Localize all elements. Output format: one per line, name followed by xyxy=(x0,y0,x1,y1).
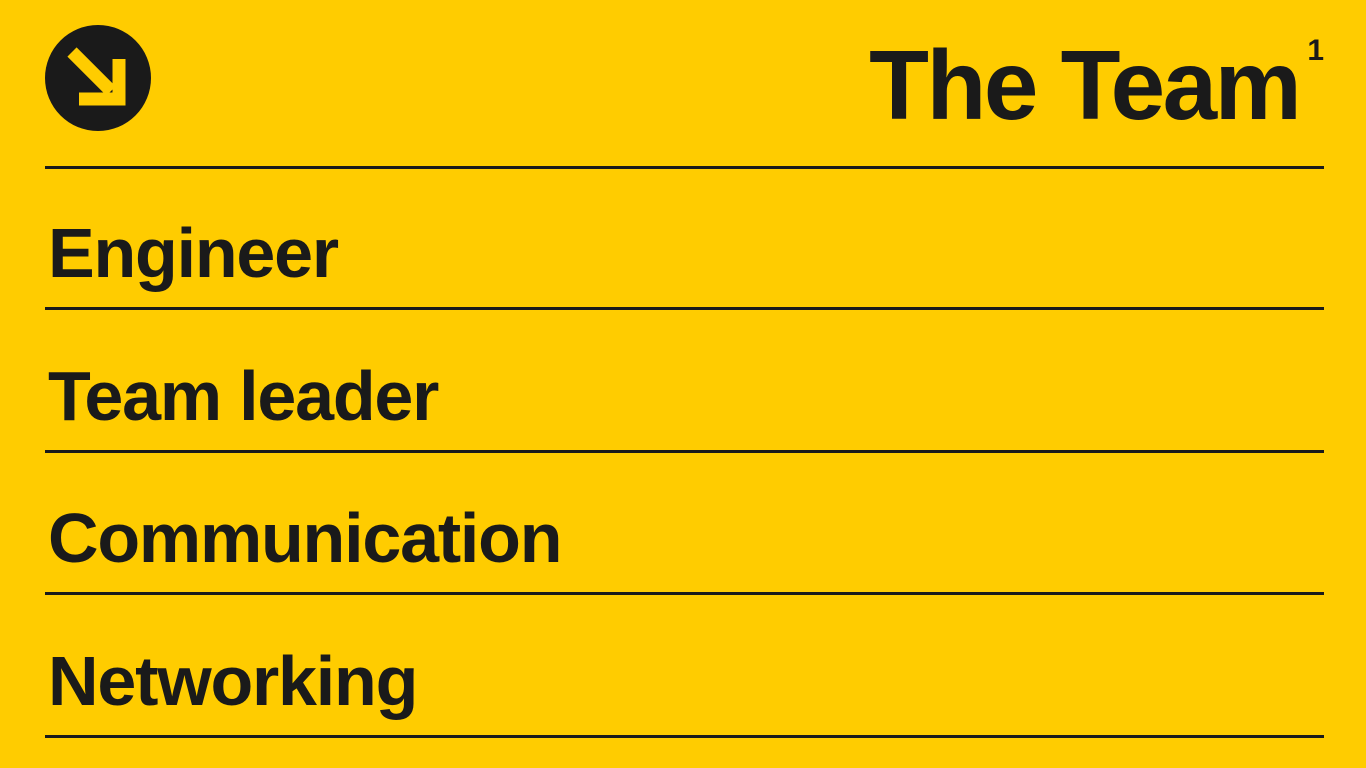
header: The Team 1 xyxy=(45,0,1324,168)
divider xyxy=(45,166,1324,169)
title-superscript: 1 xyxy=(1307,34,1324,67)
menu-item-label: Engineer xyxy=(48,214,339,292)
menu-item-team-leader[interactable]: Team leader xyxy=(45,340,1324,450)
divider xyxy=(45,592,1324,595)
menu-item-communication[interactable]: Communication xyxy=(45,482,1324,592)
title-wrap: The Team 1 xyxy=(869,30,1324,140)
menu-item-label: Communication xyxy=(48,499,562,577)
arrow-down-right-circle-icon[interactable] xyxy=(45,25,151,131)
menu-item-networking[interactable]: Networking xyxy=(45,625,1324,735)
divider xyxy=(45,450,1324,453)
page-title: The Team xyxy=(869,30,1302,140)
menu-item-label: Networking xyxy=(48,642,418,720)
menu-item-label: Team leader xyxy=(48,357,439,435)
divider xyxy=(45,735,1324,738)
menu-item-engineer[interactable]: Engineer xyxy=(45,197,1324,307)
divider xyxy=(45,307,1324,310)
